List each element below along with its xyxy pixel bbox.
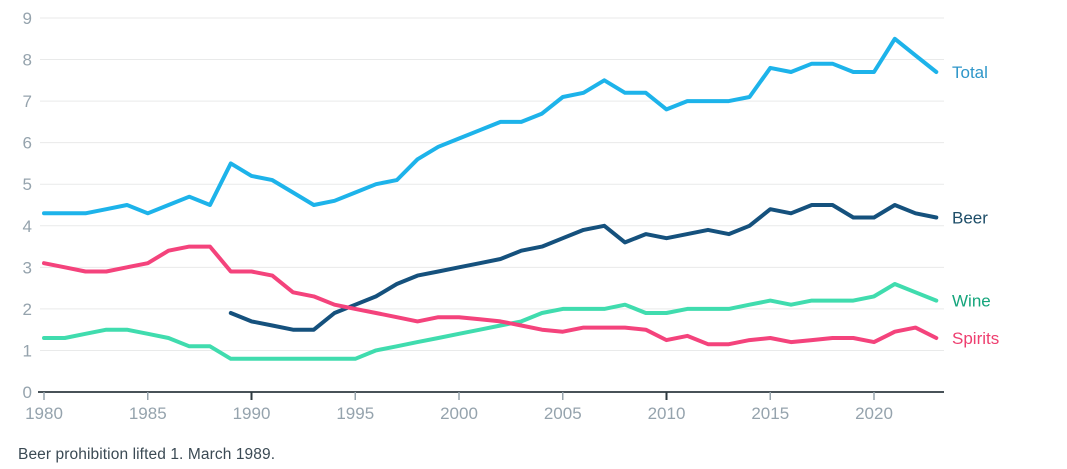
x-axis-tick-label: 1995 <box>336 404 374 423</box>
x-axis-tick-label: 2005 <box>544 404 582 423</box>
series-label-total: Total <box>952 63 988 82</box>
series-line-total <box>42 36 939 216</box>
x-axis-tick-label: 1990 <box>233 404 271 423</box>
y-axis-tick-label: 4 <box>23 217 32 236</box>
y-axis-tick-label: 3 <box>23 258 32 277</box>
y-axis-tick-label: 9 <box>23 9 32 28</box>
y-axis-tick-label: 2 <box>23 300 32 319</box>
x-axis-tick-label: 2020 <box>855 404 893 423</box>
series-line-wine <box>42 282 939 361</box>
x-axis-tick-label: 2010 <box>648 404 686 423</box>
series-label-spirits: Spirits <box>952 329 999 348</box>
y-axis-tick-label: 1 <box>23 341 32 360</box>
series-label-wine: Wine <box>952 292 991 311</box>
series-line-spirits <box>42 244 939 347</box>
series-label-beer: Beer <box>952 208 988 227</box>
y-axis-tick-label: 7 <box>23 92 32 111</box>
x-axis-tick-label: 1985 <box>129 404 167 423</box>
x-axis-tick-label: 2000 <box>440 404 478 423</box>
x-axis-tick-label: 1980 <box>25 404 63 423</box>
y-axis-tick-label: 6 <box>23 134 32 153</box>
footnote: Beer prohibition lifted 1. March 1989. <box>18 446 276 463</box>
y-axis-tick-label: 8 <box>23 51 32 70</box>
y-axis-tick-label: 5 <box>23 175 32 194</box>
x-axis-tick-label: 2015 <box>751 404 789 423</box>
y-axis-tick-label: 0 <box>23 383 32 402</box>
line-chart-canvas: 0 1 2 3 4 5 6 7 8 9 1980 1985 1990 1995 2000 2005 2010 20… <box>23 9 1000 423</box>
